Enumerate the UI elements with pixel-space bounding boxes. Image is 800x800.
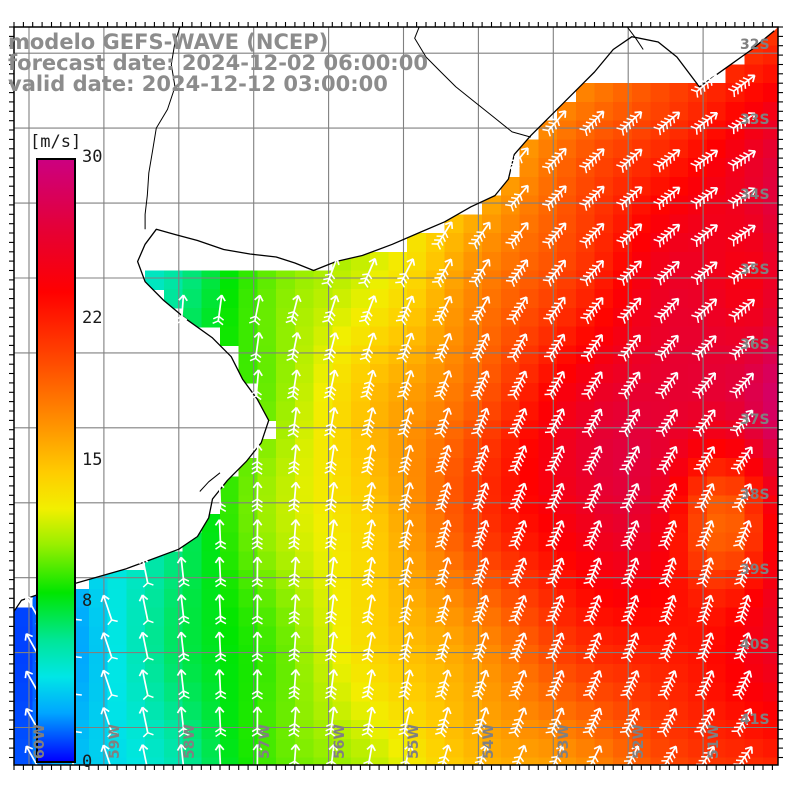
lon-label-55W: 55W <box>406 724 423 759</box>
lon-label-59W: 59W <box>106 724 123 759</box>
lat-label-36S: 36S <box>740 336 770 353</box>
colorbar-tick-30: 30 <box>82 147 103 167</box>
lat-label-34S: 34S <box>740 187 770 204</box>
lon-label-54W: 54W <box>481 724 498 759</box>
lon-label-51W: 51W <box>706 724 723 759</box>
title-model: modelo GEFS-WAVE (NCEP) <box>8 30 329 54</box>
axis-ticks <box>9 22 783 770</box>
lat-label-40S: 40S <box>740 636 770 653</box>
colorbar-tick-0: 0 <box>82 752 93 772</box>
lat-label-37S: 37S <box>740 411 770 428</box>
colorbar-unit-label: [m/s] <box>30 132 82 152</box>
lon-label-58W: 58W <box>181 724 198 759</box>
lat-label-33S: 33S <box>740 112 770 129</box>
lat-label-35S: 35S <box>740 261 770 278</box>
lat-label-39S: 39S <box>740 561 770 578</box>
colorbar <box>36 158 76 763</box>
colorbar-gradient <box>38 160 74 761</box>
colorbar-tick-15: 15 <box>82 449 103 470</box>
coastline <box>14 27 775 612</box>
title-valid-date: valid date: 2024-12-12 03:00:00 <box>8 72 388 96</box>
lon-label-60W: 60W <box>31 724 48 759</box>
lon-label-56W: 56W <box>331 724 348 759</box>
lon-label-57W: 57W <box>256 724 273 759</box>
lat-label-41S: 41S <box>740 711 770 728</box>
title-forecast-date: forecast date: 2024-12-02 06:00:00 <box>8 51 428 75</box>
lon-label-52W: 52W <box>631 724 648 759</box>
map-frame <box>13 26 779 766</box>
lon-label-53W: 53W <box>556 724 573 759</box>
lat-label-38S: 38S <box>740 486 770 503</box>
colorbar-tick-8: 8 <box>82 590 93 611</box>
land-mask <box>0 0 800 623</box>
graticule <box>14 27 778 765</box>
colorbar-tick-22: 22 <box>82 308 103 329</box>
wind-vectors <box>24 74 757 765</box>
lat-label-32S: 32S <box>740 37 770 54</box>
